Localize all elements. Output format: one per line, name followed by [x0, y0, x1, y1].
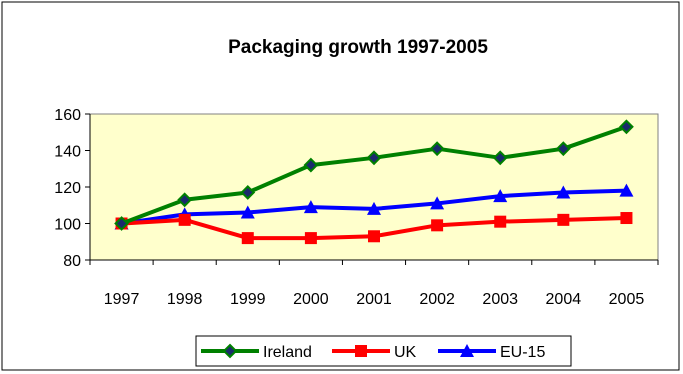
- data-point: [492, 150, 508, 166]
- y-tick-label: 100: [54, 217, 81, 234]
- x-tick-label: 2000: [293, 291, 329, 308]
- data-point: [304, 232, 317, 245]
- legend-label: UK: [394, 344, 417, 361]
- x-ticks: 1997 1998 1999 2000 2001 2002 2003 2004 2005: [89, 260, 659, 308]
- data-point: [555, 141, 571, 157]
- y-tick-label: 140: [54, 144, 81, 161]
- legend-item: Ireland: [201, 343, 312, 361]
- data-point: [240, 205, 255, 219]
- legend-item: UK: [332, 344, 417, 361]
- data-point: [430, 196, 445, 210]
- legend-label: Ireland: [263, 344, 312, 361]
- legend-marker: [222, 343, 238, 359]
- x-tick-label: 2002: [419, 291, 455, 308]
- x-tick-label: 2004: [546, 291, 582, 308]
- data-point: [303, 157, 319, 173]
- legend-item: EU-15: [438, 344, 545, 361]
- data-point: [177, 192, 193, 208]
- data-point: [114, 216, 129, 231]
- y-tick-label: 120: [54, 180, 81, 197]
- data-point: [620, 212, 633, 225]
- data-point: [431, 219, 444, 232]
- data-point: [619, 119, 634, 135]
- data-point: [367, 201, 381, 215]
- data-point: [241, 232, 254, 245]
- data-point: [366, 150, 382, 166]
- data-point: [368, 230, 380, 243]
- data-point: [303, 200, 318, 214]
- y-tick-label: 80: [63, 253, 81, 270]
- series-ireland: [114, 119, 634, 231]
- x-tick-label: 1998: [167, 291, 203, 308]
- legend-marker: [355, 345, 367, 357]
- x-tick-label: 2005: [609, 291, 645, 308]
- data-point: [493, 189, 508, 203]
- x-tick-label: 1999: [230, 291, 266, 308]
- chart-title: Packaging growth 1997-2005: [228, 37, 488, 58]
- data-point: [240, 185, 256, 200]
- legend-marker: [460, 344, 474, 357]
- data-point: [178, 213, 191, 226]
- x-tick-label: 1997: [104, 291, 140, 308]
- x-tick-label: 2001: [356, 291, 392, 308]
- data-point: [494, 215, 507, 228]
- x-tick-label: 2003: [482, 291, 518, 308]
- data-point: [619, 183, 634, 197]
- series-layer: [114, 119, 634, 245]
- legend-label: EU-15: [500, 344, 545, 361]
- legend: Ireland UK EU-15: [195, 335, 572, 367]
- y-ticks: 80 100 120 140 160: [54, 107, 90, 270]
- y-tick-label: 160: [54, 107, 81, 124]
- data-point: [557, 213, 570, 226]
- data-point: [429, 141, 445, 157]
- data-point: [556, 185, 571, 199]
